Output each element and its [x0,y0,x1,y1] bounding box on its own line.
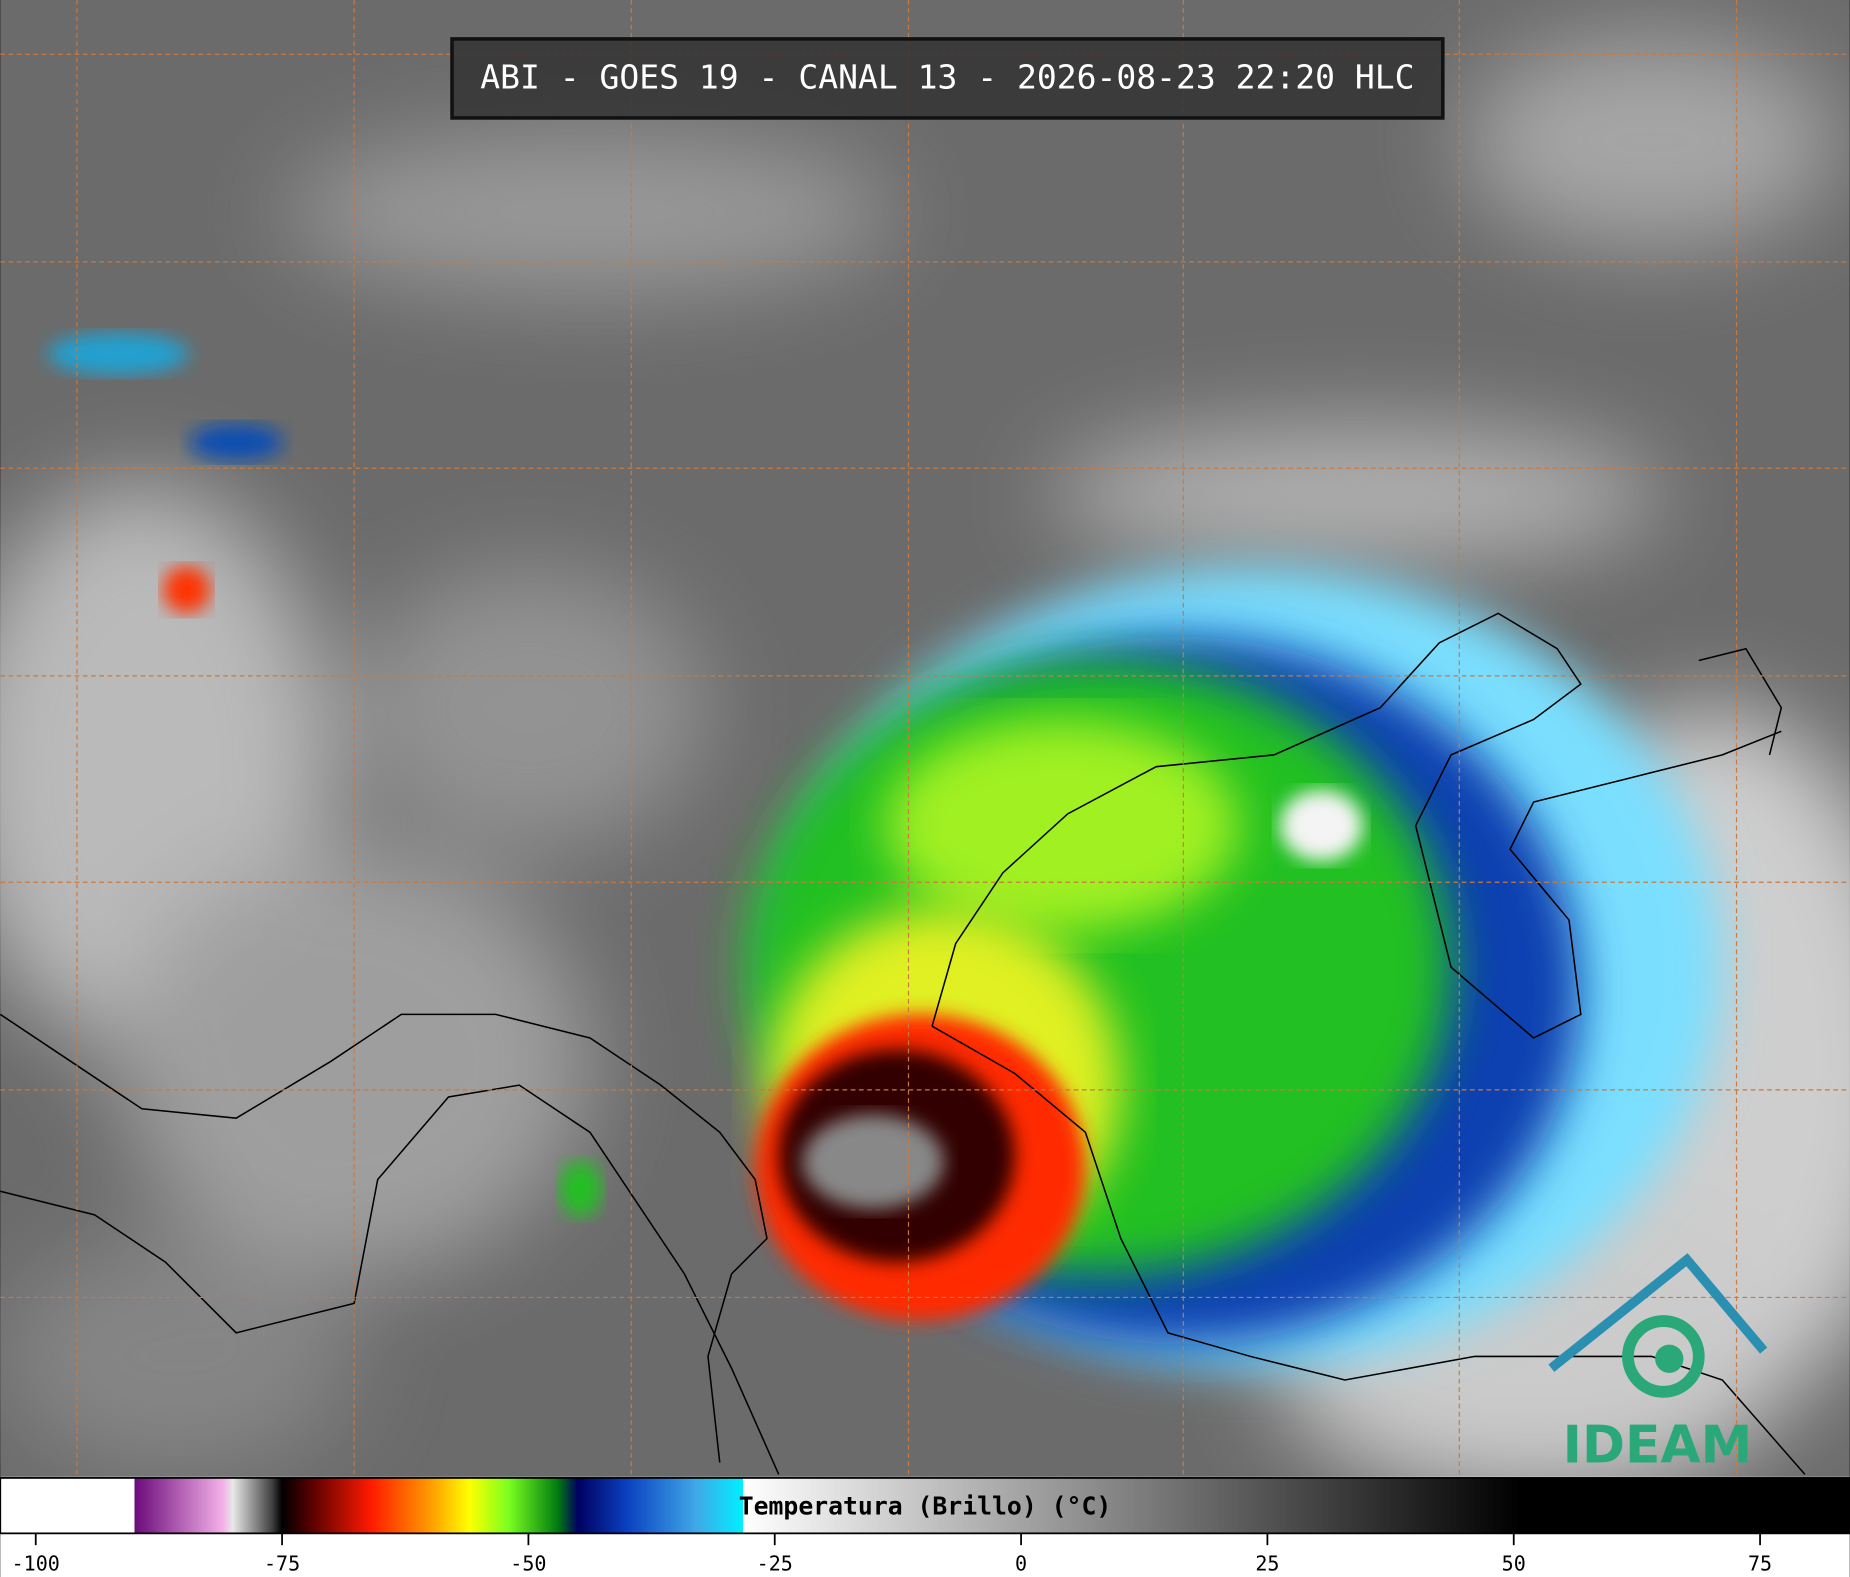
colorbar-tick-label: -100 [12,1552,60,1576]
colorbar-tick-label: 50 [1502,1552,1526,1576]
colorbar-tick-label: 75 [1748,1552,1772,1576]
logo-text: IDEAM [1563,1415,1753,1475]
logo: IDEAM [1548,1253,1768,1475]
colorbar-label: Temperatura (Brillo) (°C) [739,1491,1112,1520]
colorbar-tick-label: -50 [510,1552,546,1576]
colorbar-tick-label: 0 [1015,1552,1027,1576]
title-box [450,37,1445,120]
colorbar-tick-label: -75 [264,1552,300,1576]
colorbar-tick-label: -25 [757,1552,793,1576]
clouds [0,35,1850,1498]
storm [47,332,1723,1369]
title: ABI - GOES 19 - CANAL 13 - 2026-08-23 22… [480,58,1414,97]
colorbar-tick-label: 25 [1255,1552,1279,1576]
colorbar [0,1477,1850,1535]
